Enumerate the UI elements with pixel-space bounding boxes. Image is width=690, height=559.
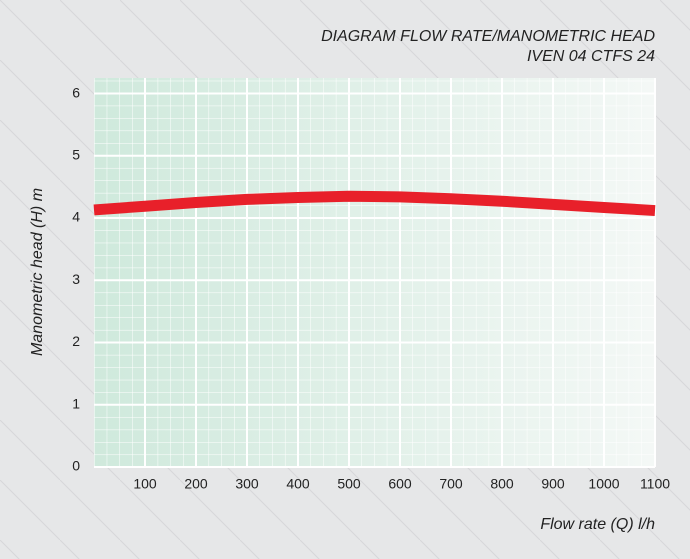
x-tick-label: 100 bbox=[133, 476, 157, 492]
y-tick-label: 1 bbox=[72, 395, 80, 411]
y-tick-label: 4 bbox=[72, 209, 80, 225]
x-tick-label: 400 bbox=[286, 476, 310, 492]
y-tick-label: 0 bbox=[72, 458, 80, 474]
x-tick-label: 900 bbox=[541, 476, 565, 492]
y-tick-label: 6 bbox=[72, 84, 80, 100]
chart-subtitle: IVEN 04 CTFS 24 bbox=[527, 48, 655, 65]
x-tick-label: 800 bbox=[490, 476, 514, 492]
y-tick-label: 3 bbox=[72, 271, 80, 287]
y-tick-label: 2 bbox=[72, 333, 80, 349]
y-tick-label: 5 bbox=[72, 147, 80, 163]
x-tick-label: 600 bbox=[388, 476, 412, 492]
x-tick-label: 300 bbox=[235, 476, 259, 492]
chart-title: DIAGRAM FLOW RATE/MANOMETRIC HEAD bbox=[321, 28, 655, 45]
line-series bbox=[93, 190, 656, 217]
x-tick-label: 1000 bbox=[588, 476, 619, 492]
x-tick-label: 200 bbox=[184, 476, 208, 492]
x-tick-label: 1100 bbox=[640, 476, 670, 492]
x-tick-label: 700 bbox=[439, 476, 463, 492]
minor-grid bbox=[94, 78, 655, 467]
x-tick-label: 500 bbox=[337, 476, 361, 492]
x-axis-label: Flow rate (Q) l/h bbox=[540, 516, 655, 533]
y-axis-label: Manometric head (H) m bbox=[29, 188, 46, 356]
